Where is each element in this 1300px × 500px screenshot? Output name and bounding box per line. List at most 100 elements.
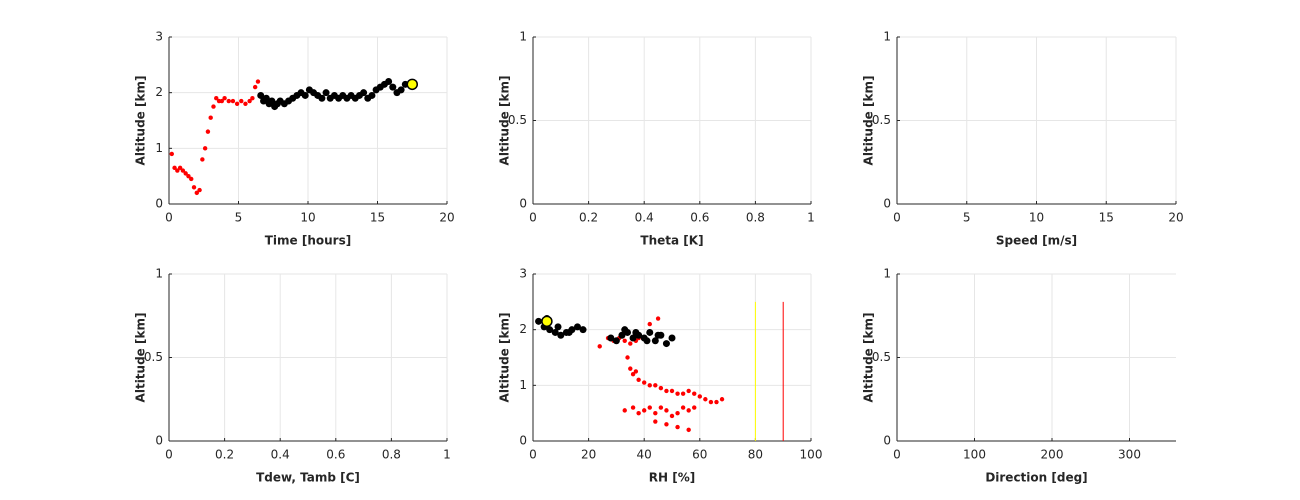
point — [646, 328, 654, 336]
y-tick-label: 1 — [155, 141, 163, 155]
x-tick-label: 15 — [1099, 211, 1114, 225]
x-tick-label: 0.4 — [635, 211, 654, 225]
point — [239, 98, 244, 104]
point — [197, 187, 202, 193]
point — [177, 165, 183, 171]
point — [322, 89, 330, 97]
x-tick-label: 1 — [807, 211, 815, 225]
x-tick-label: 0 — [165, 448, 173, 462]
x-tick-label: 0 — [893, 448, 901, 462]
y-tick-label: 0 — [883, 434, 891, 448]
point — [697, 394, 702, 399]
x-tick-label: 0.6 — [690, 211, 709, 225]
point — [226, 98, 231, 104]
point — [621, 326, 629, 334]
point — [658, 385, 664, 391]
point — [647, 383, 652, 388]
point — [669, 413, 675, 419]
x-tick-label: 20 — [439, 211, 454, 225]
point — [653, 410, 658, 416]
point — [686, 388, 691, 394]
point — [360, 89, 368, 97]
point — [633, 369, 639, 374]
point — [200, 157, 205, 162]
y-tick-label: 0.5 — [872, 113, 891, 127]
point — [653, 419, 658, 424]
point — [675, 410, 680, 416]
point — [208, 115, 213, 120]
x-axis-label: Speed [m/s] — [996, 234, 1077, 248]
point — [630, 405, 636, 410]
point — [658, 405, 664, 410]
y-tick-label: 1 — [155, 267, 163, 281]
point — [664, 408, 669, 413]
point — [655, 316, 661, 321]
point — [301, 91, 309, 99]
x-tick-label: 0.4 — [271, 448, 290, 462]
x-axis-label: Theta [K] — [640, 234, 703, 248]
point — [630, 372, 636, 377]
point — [262, 94, 270, 102]
point — [686, 427, 691, 433]
point — [546, 326, 554, 334]
point — [186, 173, 191, 179]
point — [219, 98, 225, 104]
point — [541, 315, 553, 328]
x-axis-label: RH [%] — [649, 471, 695, 485]
y-tick-label: 0.5 — [872, 350, 891, 364]
point — [205, 129, 211, 134]
x-tick-label: 10 — [1029, 211, 1044, 225]
x-tick-label: 10 — [300, 211, 315, 225]
point — [252, 84, 258, 90]
point — [597, 344, 602, 349]
y-axis-label: Altitude [km] — [498, 76, 512, 166]
point — [643, 337, 651, 345]
point — [535, 317, 543, 325]
y-tick-label: 3 — [155, 30, 163, 44]
y-tick-label: 1 — [519, 378, 527, 392]
y-tick-label: 0 — [155, 197, 163, 211]
point — [642, 408, 647, 413]
x-tick-label: 100 — [963, 448, 986, 462]
x-tick-label: 300 — [1118, 448, 1141, 462]
point — [385, 78, 393, 86]
y-tick-label: 0 — [155, 434, 163, 448]
point — [675, 424, 680, 430]
point — [622, 408, 627, 413]
point — [647, 405, 652, 410]
point — [612, 337, 620, 345]
point — [662, 340, 670, 348]
point — [607, 334, 615, 342]
point — [669, 388, 675, 394]
point — [551, 328, 559, 336]
x-tick-label: 0.6 — [326, 448, 345, 462]
point — [680, 391, 686, 396]
x-axis-label: Time [hours] — [265, 234, 351, 248]
y-tick-label: 3 — [519, 267, 527, 281]
point — [222, 96, 227, 101]
y-axis-label: Altitude [km] — [134, 76, 148, 166]
point — [202, 146, 208, 151]
point — [175, 168, 180, 173]
point — [565, 328, 573, 336]
point — [628, 366, 633, 371]
x-tick-label: 40 — [637, 448, 652, 462]
point — [247, 98, 252, 104]
x-tick-label: 0.2 — [215, 448, 234, 462]
point — [255, 79, 261, 84]
point — [622, 338, 627, 343]
x-tick-label: 0.2 — [579, 211, 598, 225]
y-axis-label: Altitude [km] — [134, 313, 148, 403]
x-tick-label: 20 — [1168, 211, 1183, 225]
point — [692, 391, 697, 396]
point — [654, 331, 662, 339]
point — [703, 397, 708, 402]
point — [169, 151, 174, 157]
x-axis-label: Direction [deg] — [985, 471, 1087, 485]
x-tick-label: 100 — [800, 448, 823, 462]
point — [628, 341, 633, 346]
point — [211, 104, 216, 109]
y-tick-label: 2 — [155, 85, 163, 99]
point — [579, 326, 587, 334]
